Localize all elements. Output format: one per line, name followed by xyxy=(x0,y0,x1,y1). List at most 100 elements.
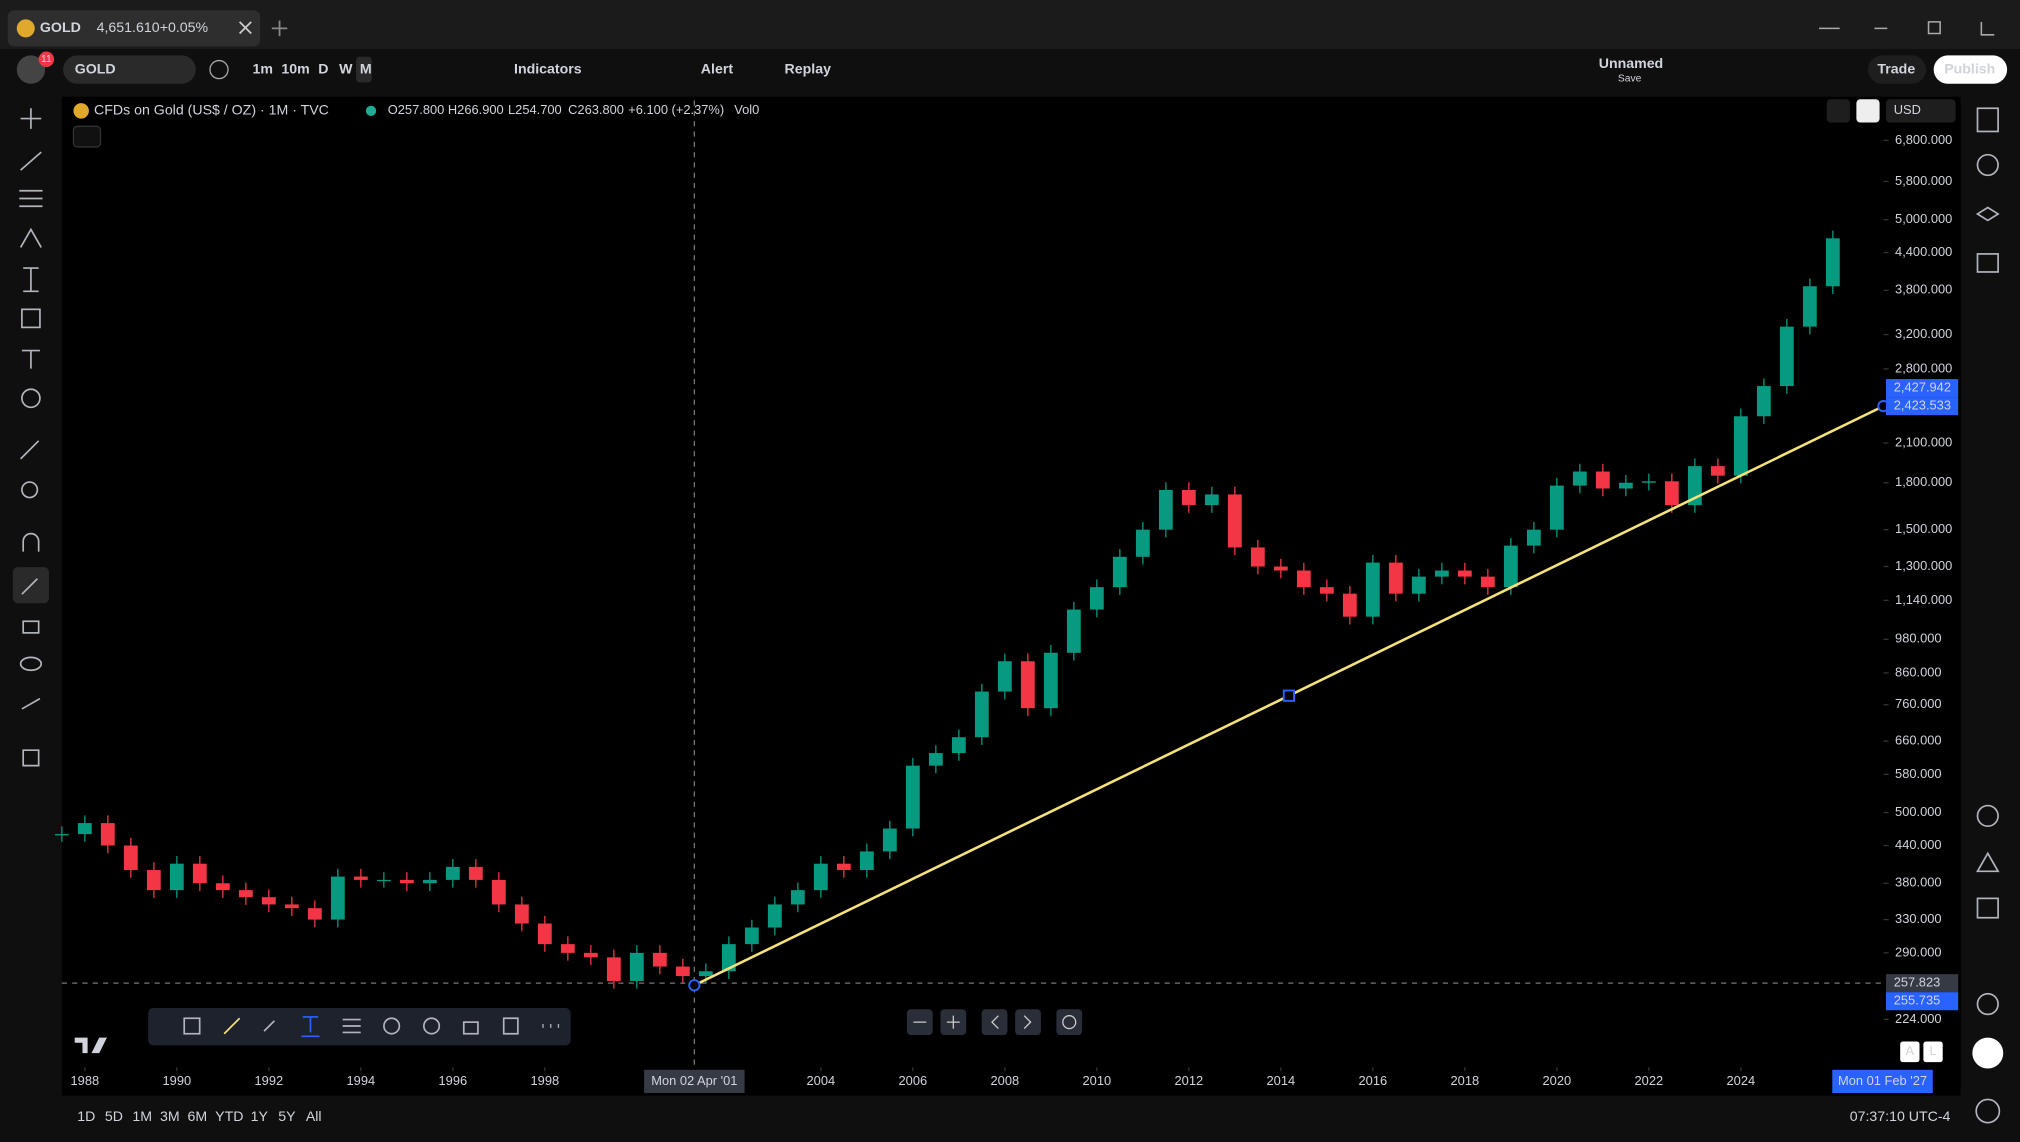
candle xyxy=(974,691,989,738)
ft-text[interactable] xyxy=(301,1016,320,1038)
ft-alert[interactable] xyxy=(423,1017,441,1035)
ft-width[interactable] xyxy=(342,1018,361,1034)
crosshair-time-box xyxy=(644,1069,745,1094)
y-tick-label: 290.000 xyxy=(1895,944,1942,959)
scale-mode[interactable] xyxy=(1923,1041,1943,1063)
tool-magnet[interactable] xyxy=(22,532,40,552)
range-button[interactable]: 6M xyxy=(188,1109,208,1125)
download[interactable] xyxy=(1826,99,1850,123)
range-button[interactable]: 5Y xyxy=(278,1109,296,1125)
right-sidebar xyxy=(1963,90,2020,1142)
x-tick-label: 2022 xyxy=(1635,1073,1664,1088)
price-badge-label: 2,427.942 xyxy=(1894,379,1951,394)
range-button[interactable]: YTD xyxy=(215,1109,243,1125)
ft-color[interactable] xyxy=(223,1017,241,1035)
sidebar-icons[interactable] xyxy=(1972,107,2004,1124)
interval-active[interactable] xyxy=(356,56,372,83)
candle xyxy=(1526,529,1541,546)
ohlc-open: O257.800 xyxy=(388,102,445,117)
tool-pattern[interactable] xyxy=(19,227,42,248)
tab-close[interactable] xyxy=(238,21,252,35)
scroll-right[interactable] xyxy=(1015,1009,1041,1036)
range-button[interactable]: 3M xyxy=(160,1109,180,1125)
candle xyxy=(491,879,506,905)
tool-line[interactable] xyxy=(20,151,42,171)
trade: Trade xyxy=(1877,61,1915,77)
window-controls[interactable] xyxy=(1819,21,1995,36)
market-status xyxy=(365,105,377,117)
range-button[interactable]: 1Y xyxy=(251,1109,269,1125)
collapse[interactable] xyxy=(72,125,102,148)
drawing-tools[interactable] xyxy=(12,108,49,767)
avatar[interactable] xyxy=(16,55,46,84)
tool-shape[interactable] xyxy=(21,308,41,329)
scale-mode[interactable] xyxy=(1900,1041,1920,1063)
notifications[interactable] xyxy=(1976,992,1999,1016)
ideas[interactable] xyxy=(1976,851,2000,873)
range-button[interactable]: 5D xyxy=(105,1109,123,1125)
range-button[interactable]: 1D xyxy=(77,1109,95,1125)
chat[interactable] xyxy=(1976,253,1999,273)
chart-area xyxy=(61,96,1961,1096)
candle xyxy=(560,944,575,953)
calendar[interactable] xyxy=(1976,897,1999,919)
tool-link[interactable] xyxy=(21,697,41,710)
candle xyxy=(790,890,805,905)
candle xyxy=(123,845,138,871)
ft-lock[interactable] xyxy=(462,1021,479,1035)
scroll-left[interactable] xyxy=(981,1009,1008,1036)
nav-glyphs xyxy=(913,1015,1032,1030)
candle xyxy=(606,957,621,981)
candle xyxy=(1227,494,1242,548)
ft-fill[interactable] xyxy=(263,1020,275,1032)
tool-lock[interactable] xyxy=(22,620,40,634)
ft-template[interactable] xyxy=(183,1017,201,1035)
publish-button[interactable] xyxy=(1933,55,2008,84)
watchlist[interactable] xyxy=(1976,107,1999,133)
y-tick-label: 6,800.000 xyxy=(1895,132,1952,147)
y-tick-label: 5,800.000 xyxy=(1895,173,1952,188)
trendline-mid-handle[interactable] xyxy=(1282,689,1296,702)
tab[interactable] xyxy=(7,10,261,47)
compare[interactable] xyxy=(209,59,229,80)
candle xyxy=(1434,570,1449,577)
symbol-search[interactable] xyxy=(63,55,196,84)
help[interactable] xyxy=(1975,1098,2001,1124)
tool-trash[interactable] xyxy=(22,749,40,767)
ft-delete[interactable] xyxy=(502,1017,519,1035)
alerts[interactable] xyxy=(1976,153,1999,177)
tool-measure[interactable] xyxy=(23,267,39,293)
trendline-handle[interactable] xyxy=(688,979,701,992)
x-tick-label: 2008 xyxy=(991,1073,1020,1088)
ohlc-close: C263.800 xyxy=(568,102,624,117)
badge-count: 11 xyxy=(41,54,52,65)
tool-ruler[interactable] xyxy=(20,440,40,460)
tool-emoji[interactable] xyxy=(21,388,41,409)
tab-price: 4,651.610 xyxy=(97,20,160,36)
trade-button[interactable] xyxy=(1867,55,1926,84)
range-button[interactable]: 1M xyxy=(132,1109,152,1125)
y-tick-label: 1,500.000 xyxy=(1895,521,1952,536)
candle xyxy=(583,952,598,958)
new-tab[interactable] xyxy=(271,20,288,37)
y-tick-label: 4,400.000 xyxy=(1895,244,1952,259)
tool-zoom[interactable] xyxy=(21,481,39,499)
cursor-time-label: Mon 01 Feb '27 xyxy=(1838,1073,1927,1088)
target[interactable] xyxy=(1976,804,1999,828)
reset[interactable] xyxy=(1056,1009,1083,1036)
tool-fib[interactable] xyxy=(19,189,43,208)
x-tick-label: 2020 xyxy=(1543,1073,1572,1088)
tool-lock-draw[interactable] xyxy=(21,578,38,595)
apps[interactable] xyxy=(1972,1037,2004,1069)
floating-tools[interactable] xyxy=(183,1016,560,1038)
ft-settings[interactable] xyxy=(383,1017,401,1035)
tool-text[interactable] xyxy=(21,349,40,369)
range-button[interactable]: All xyxy=(306,1109,322,1125)
tool-cross[interactable] xyxy=(20,108,42,129)
layers[interactable] xyxy=(1975,206,2000,222)
candle xyxy=(1595,471,1610,489)
tool-eye[interactable] xyxy=(19,656,43,672)
interval: M xyxy=(360,61,372,77)
auto-scale[interactable] xyxy=(1856,99,1880,123)
currency-box[interactable] xyxy=(1886,99,1956,123)
